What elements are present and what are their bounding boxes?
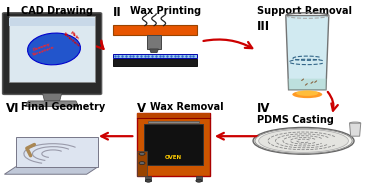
Polygon shape bbox=[288, 79, 326, 90]
FancyBboxPatch shape bbox=[3, 13, 102, 94]
Polygon shape bbox=[43, 94, 62, 101]
Polygon shape bbox=[5, 167, 98, 174]
FancyBboxPatch shape bbox=[137, 113, 210, 118]
FancyBboxPatch shape bbox=[113, 59, 197, 66]
FancyBboxPatch shape bbox=[147, 35, 161, 49]
Circle shape bbox=[146, 179, 151, 182]
Text: Support Removal: Support Removal bbox=[257, 6, 352, 16]
Polygon shape bbox=[25, 101, 79, 106]
Ellipse shape bbox=[28, 33, 81, 65]
Polygon shape bbox=[286, 16, 329, 90]
Circle shape bbox=[139, 152, 145, 155]
Ellipse shape bbox=[255, 128, 352, 154]
Text: IV: IV bbox=[257, 102, 270, 115]
FancyArrowPatch shape bbox=[311, 82, 313, 83]
Text: Final Geometry: Final Geometry bbox=[21, 102, 105, 112]
FancyBboxPatch shape bbox=[146, 176, 151, 181]
Polygon shape bbox=[350, 123, 361, 136]
FancyBboxPatch shape bbox=[137, 151, 147, 176]
Text: PDMS Casting: PDMS Casting bbox=[257, 115, 334, 125]
Text: V: V bbox=[137, 102, 146, 115]
FancyBboxPatch shape bbox=[113, 25, 197, 35]
Text: I: I bbox=[6, 6, 11, 19]
Text: III: III bbox=[257, 20, 270, 33]
Text: Main
Structure: Main Structure bbox=[62, 28, 84, 48]
Circle shape bbox=[139, 162, 145, 165]
FancyBboxPatch shape bbox=[137, 113, 210, 176]
Circle shape bbox=[196, 179, 202, 182]
Ellipse shape bbox=[296, 90, 319, 96]
FancyArrowPatch shape bbox=[305, 84, 307, 85]
FancyArrowPatch shape bbox=[302, 79, 304, 81]
Ellipse shape bbox=[259, 129, 349, 152]
Text: II: II bbox=[113, 6, 122, 19]
FancyBboxPatch shape bbox=[144, 124, 203, 165]
FancyBboxPatch shape bbox=[9, 16, 95, 82]
Polygon shape bbox=[15, 137, 98, 167]
Text: Dummy
Structure: Dummy Structure bbox=[30, 41, 55, 57]
Text: Wax Removal: Wax Removal bbox=[150, 102, 224, 112]
Polygon shape bbox=[150, 49, 158, 53]
FancyBboxPatch shape bbox=[196, 176, 202, 181]
Text: OVEN: OVEN bbox=[165, 155, 182, 160]
Ellipse shape bbox=[253, 128, 354, 154]
Text: VI: VI bbox=[6, 102, 20, 115]
Text: Wax Printing: Wax Printing bbox=[130, 6, 201, 16]
FancyBboxPatch shape bbox=[9, 18, 95, 26]
FancyBboxPatch shape bbox=[149, 121, 199, 123]
Ellipse shape bbox=[292, 91, 322, 98]
FancyArrowPatch shape bbox=[315, 81, 317, 82]
FancyBboxPatch shape bbox=[113, 54, 197, 58]
Text: CAD Drawing: CAD Drawing bbox=[21, 6, 93, 16]
